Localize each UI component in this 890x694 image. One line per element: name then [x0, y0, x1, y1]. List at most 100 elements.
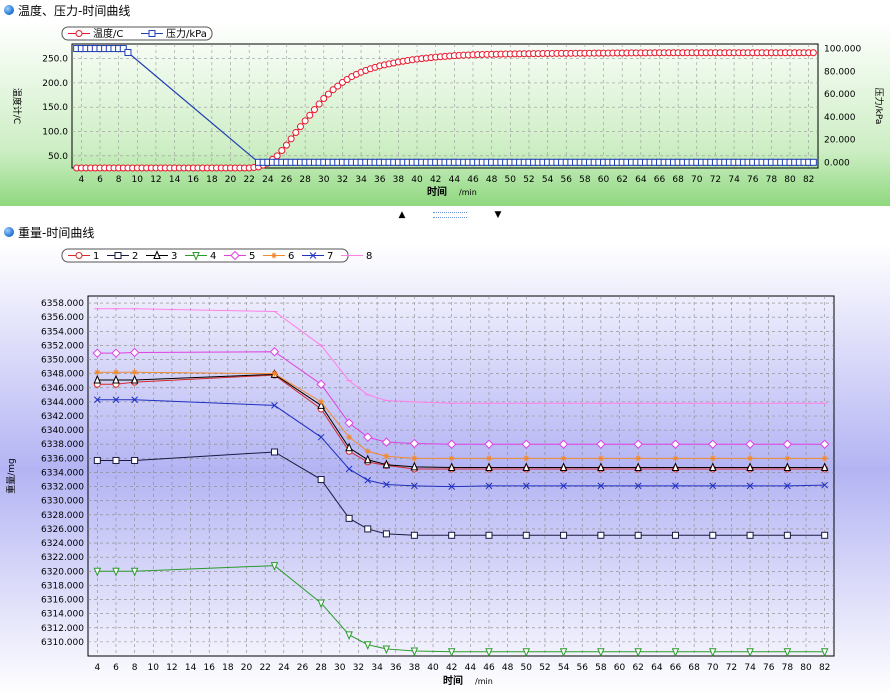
x-tick-label: 72: [710, 175, 721, 185]
x-tick-label: 58: [579, 175, 591, 185]
series-line-3: [97, 373, 825, 469]
series-point-3: [112, 374, 120, 384]
series-point-5: [819, 439, 830, 449]
series-point-7: [448, 483, 456, 490]
series-point-6: [411, 455, 418, 462]
y2-tick-label: 0.000: [824, 158, 850, 168]
x-tick-label: 26: [281, 175, 293, 185]
series-point-5: [558, 439, 569, 449]
legend-label-3: 3: [171, 251, 177, 262]
series-point-4: [130, 567, 139, 577]
chart-splitter[interactable]: ▲ ▼: [395, 208, 505, 222]
x-tick-label: 42: [446, 663, 457, 673]
series-line-5: [97, 351, 825, 445]
y-tick-label: 6334.000: [41, 468, 84, 478]
series-point-1: [329, 86, 337, 94]
x-tick-label: 82: [803, 175, 814, 185]
series-point-4: [447, 648, 456, 658]
y-tick-label: 6312.000: [41, 624, 84, 634]
series-point-4: [410, 647, 419, 657]
y-tick-label: 6318.000: [41, 581, 84, 591]
x-tick-label: 20: [241, 663, 253, 673]
series-point-6: [112, 369, 119, 376]
x-tick-label: 76: [763, 663, 775, 673]
x-tick-label: 38: [393, 175, 405, 185]
x-tick-label: 72: [726, 663, 737, 673]
series-point-2: [345, 514, 353, 522]
series-point-5: [344, 418, 354, 428]
series-point-1: [292, 129, 300, 137]
x-tick-label: 32: [353, 663, 364, 673]
legend-label-2: 2: [132, 251, 138, 262]
series-point-4: [363, 641, 372, 650]
series-point-6: [709, 455, 716, 462]
x-tick-label: 50: [521, 663, 533, 673]
series-point-1: [301, 117, 309, 125]
series-point-4: [820, 648, 829, 658]
series-point-5: [92, 348, 103, 358]
legend-marker-7: [309, 252, 317, 259]
series-point-3: [597, 462, 605, 472]
series-point-1: [306, 111, 314, 119]
series-point-6: [560, 455, 567, 462]
series-point-2: [709, 531, 717, 539]
series-point-6: [635, 455, 642, 462]
x-tick-label: 78: [766, 175, 778, 185]
series-point-5: [521, 439, 531, 449]
legend-label-7: 7: [327, 251, 333, 262]
series-line-7: [97, 399, 825, 488]
series-point-1: [310, 106, 318, 114]
chart-legend: 温度/C 压力/kPa: [61, 26, 213, 41]
series-point-2: [448, 531, 456, 539]
series-point-2: [783, 531, 791, 539]
series-point-5: [633, 439, 643, 449]
x-tick-label: 30: [318, 175, 330, 185]
x-tick-label: 16: [203, 663, 215, 673]
y-tick-label: 6328.000: [41, 511, 84, 521]
expand-down-icon[interactable]: ▼: [494, 210, 502, 220]
series-point-2: [671, 531, 679, 539]
x-tick-label: 52: [539, 663, 550, 673]
series-point-5: [670, 439, 681, 449]
series-point-4: [345, 631, 353, 641]
y-tick-label: 6322.000: [41, 553, 84, 563]
x-tick-label: 80: [784, 175, 796, 185]
x-axis-unit: /min: [459, 188, 477, 197]
series-point-7: [131, 396, 138, 404]
series-point-7: [784, 482, 791, 490]
y-tick-label: 6356.000: [41, 313, 84, 323]
x-tick-label: 28: [299, 175, 311, 185]
series-point-1: [296, 123, 304, 131]
x-tick-label: 10: [148, 663, 160, 673]
series-point-4: [597, 648, 605, 658]
x-tick-label: 8: [132, 663, 138, 673]
series-line-8: [97, 308, 825, 404]
x-tick-label: 74: [728, 175, 740, 185]
series-point-4: [709, 648, 717, 658]
series-line-1: [97, 374, 825, 470]
series-point-4: [112, 567, 120, 577]
series-point-7: [634, 482, 642, 490]
series-point-7: [271, 402, 278, 409]
x-tick-label: 62: [632, 663, 643, 673]
series-point-2: [119, 45, 127, 53]
series-point-7: [560, 482, 567, 490]
series-point-3: [93, 374, 102, 384]
x-tick-label: 44: [465, 663, 477, 673]
y-tick-label: 6338.000: [41, 440, 84, 450]
legend-label-4: 4: [210, 251, 216, 262]
section-bullet-icon: [4, 5, 14, 15]
y2-tick-label: 100.000: [824, 45, 861, 55]
series-point-5: [316, 379, 326, 389]
x-tick-label: 12: [166, 663, 177, 673]
legend-marker-1: [75, 252, 83, 259]
collapse-up-icon[interactable]: ▲: [398, 210, 406, 220]
y-axis-label: 温度计/C: [11, 88, 23, 124]
series-point-6: [597, 455, 604, 462]
splitter-grip[interactable]: [433, 212, 467, 218]
series-point-6: [672, 455, 679, 462]
series-point-2: [410, 531, 418, 539]
x-tick-label: 34: [355, 175, 367, 185]
x-tick-label: 76: [747, 175, 759, 185]
x-tick-label: 56: [560, 175, 572, 185]
